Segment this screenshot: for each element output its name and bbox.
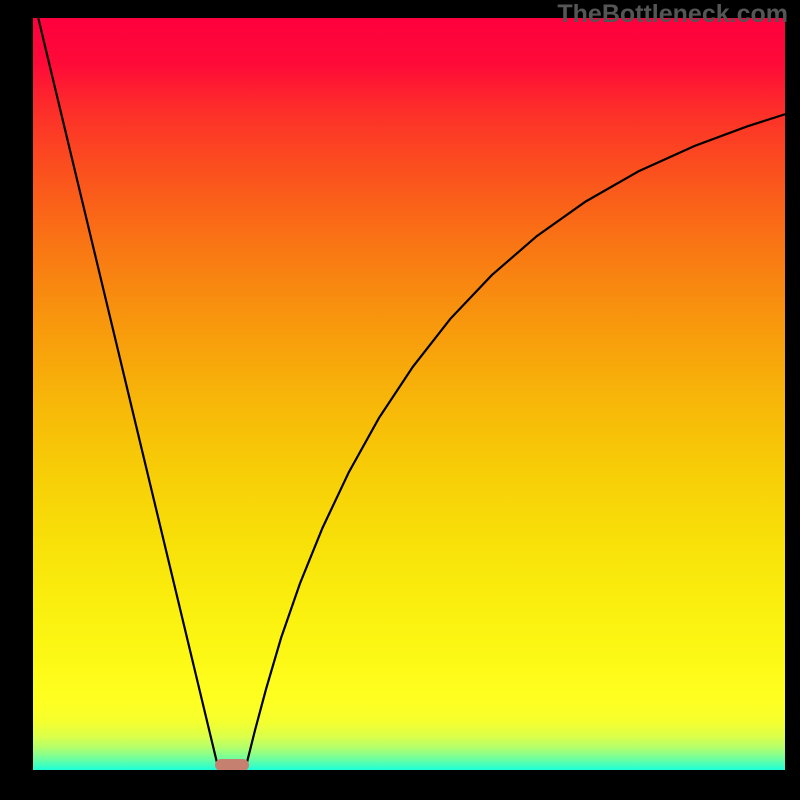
bottleneck-curve bbox=[33, 18, 785, 770]
curve-right-branch bbox=[245, 114, 785, 770]
chart-container: TheBottleneck.com bbox=[0, 0, 800, 800]
curve-left-branch bbox=[38, 18, 218, 770]
optimal-marker bbox=[215, 759, 249, 770]
watermark-text: TheBottleneck.com bbox=[557, 0, 788, 29]
plot-area bbox=[33, 18, 785, 770]
